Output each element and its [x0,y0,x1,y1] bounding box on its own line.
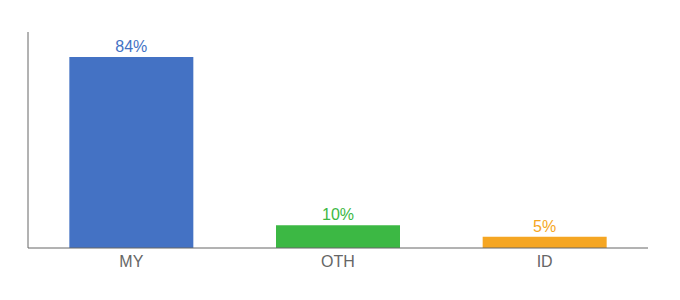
svg-text:10%: 10% [322,206,354,223]
svg-text:5%: 5% [533,218,556,235]
svg-text:OTH: OTH [321,253,355,270]
svg-text:MY: MY [119,253,143,270]
svg-text:ID: ID [537,253,553,270]
svg-text:84%: 84% [115,38,147,55]
